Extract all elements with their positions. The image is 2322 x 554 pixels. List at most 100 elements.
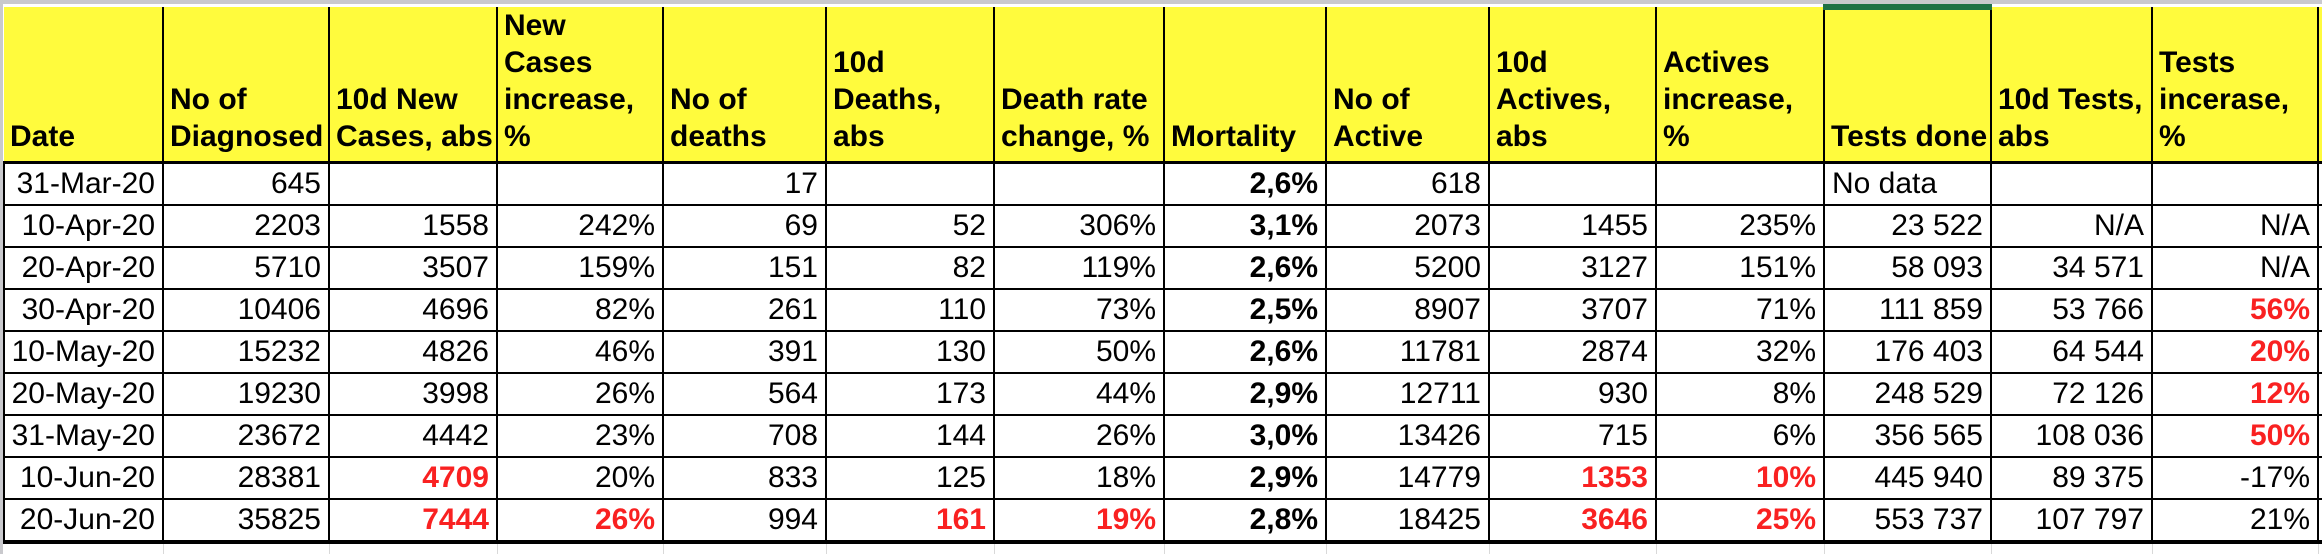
cell-no-of-deaths[interactable]: 261 <box>662 288 827 332</box>
cell-no-of-diagnosed[interactable]: 2203 <box>162 204 330 248</box>
cell-death-rate-change-pct[interactable] <box>993 161 1165 206</box>
cell-tests-incerase-pct[interactable]: 50% <box>2151 414 2319 458</box>
col-header-no-of-deaths[interactable]: No of deaths <box>662 7 827 164</box>
cell-10d-actives-abs[interactable] <box>1488 161 1657 206</box>
cell-mortality[interactable]: 2,6% <box>1163 330 1327 374</box>
cell-death-rate-change-pct[interactable]: 26% <box>993 414 1165 458</box>
cell-no-of-diagnosed[interactable]: 15232 <box>162 330 330 374</box>
cell-no-of-active[interactable]: 8907 <box>1325 288 1490 332</box>
cell-death-rate-change-pct[interactable]: 73% <box>993 288 1165 332</box>
cell-actives-increase-pct[interactable]: 151% <box>1655 246 1825 290</box>
col-header-actives-increase-pct[interactable]: Actives increase, % <box>1655 7 1825 164</box>
cell-10d-deaths-abs[interactable]: 161 <box>825 498 995 544</box>
cell-actives-increase-pct[interactable]: 8% <box>1655 372 1825 416</box>
cell-new-cases-increase-pct[interactable] <box>496 161 664 206</box>
cell-no-of-deaths[interactable]: 833 <box>662 456 827 500</box>
cell-no-of-diagnosed[interactable]: 23672 <box>162 414 330 458</box>
cell-10d-tests-abs[interactable]: 53 766 <box>1990 288 2153 332</box>
cell-10d-deaths-abs[interactable]: 173 <box>825 372 995 416</box>
cell-10d-new-cases-abs[interactable] <box>328 161 498 206</box>
cell-no-of-diagnosed[interactable]: 28381 <box>162 456 330 500</box>
col-header-10d-new-cases-abs[interactable]: 10d New Cases, abs <box>328 7 498 164</box>
cell-new-cases-increase-pct[interactable]: 26% <box>496 498 664 544</box>
cell-10d-actives-abs[interactable]: 2874 <box>1488 330 1657 374</box>
cell-mortality[interactable]: 2,9% <box>1163 456 1327 500</box>
cell-10d-actives-abs[interactable]: 1353 <box>1488 456 1657 500</box>
cell-10d-new-cases-abs[interactable]: 1558 <box>328 204 498 248</box>
cell-actives-increase-pct[interactable]: 6% <box>1655 414 1825 458</box>
cell-new-cases-increase-pct[interactable]: 26% <box>496 372 664 416</box>
cell-10d-new-cases-abs[interactable]: 7444 <box>328 498 498 544</box>
cell-date[interactable]: 31-May-20 <box>3 414 164 458</box>
cell-no-of-active[interactable]: 5200 <box>1325 246 1490 290</box>
cell-10d-new-cases-abs[interactable]: 4709 <box>328 456 498 500</box>
cell-no-of-active[interactable]: 618 <box>1325 161 1490 206</box>
col-header-mortality[interactable]: Mortality <box>1163 7 1327 164</box>
cell-no-of-deaths[interactable]: 564 <box>662 372 827 416</box>
col-header-death-rate-change-pct[interactable]: Death rate change, % <box>993 7 1165 164</box>
cell-death-rate-change-pct[interactable]: 19% <box>993 498 1165 544</box>
cell-10d-tests-abs[interactable]: 72 126 <box>1990 372 2153 416</box>
cell-date[interactable]: 10-May-20 <box>3 330 164 374</box>
col-header-date[interactable]: Date <box>4 7 164 164</box>
cell-tests-done[interactable]: 58 093 <box>1823 246 1992 290</box>
cell-mortality[interactable]: 3,0% <box>1163 414 1327 458</box>
cell-10d-new-cases-abs[interactable]: 3507 <box>328 246 498 290</box>
cell-date[interactable]: 20-Jun-20 <box>3 498 164 544</box>
cell-new-cases-increase-pct[interactable]: 23% <box>496 414 664 458</box>
cell-10d-actives-abs[interactable]: 3646 <box>1488 498 1657 544</box>
cell-tests-incerase-pct[interactable]: -17% <box>2151 456 2319 500</box>
cell-tests-incerase-pct[interactable]: N/A <box>2151 204 2319 248</box>
cell-10d-deaths-abs[interactable]: 82 <box>825 246 995 290</box>
cell-death-rate-change-pct[interactable]: 306% <box>993 204 1165 248</box>
col-header-no-of-active[interactable]: No of Active <box>1325 7 1490 164</box>
cell-death-rate-change-pct[interactable]: 50% <box>993 330 1165 374</box>
cell-date[interactable]: 20-May-20 <box>3 372 164 416</box>
cell-no-of-active[interactable]: 18425 <box>1325 498 1490 544</box>
col-header-new-cases-increase-pct[interactable]: New Cases increase, % <box>496 7 664 164</box>
cell-new-cases-increase-pct[interactable]: 20% <box>496 456 664 500</box>
col-header-10d-tests-abs[interactable]: 10d Tests, abs <box>1990 7 2153 164</box>
cell-10d-deaths-abs[interactable]: 130 <box>825 330 995 374</box>
cell-date[interactable]: 20-Apr-20 <box>3 246 164 290</box>
cell-10d-deaths-abs[interactable] <box>825 161 995 206</box>
cell-new-cases-increase-pct[interactable]: 82% <box>496 288 664 332</box>
cell-mortality[interactable]: 2,6% <box>1163 161 1327 206</box>
cell-10d-tests-abs[interactable]: 107 797 <box>1990 498 2153 544</box>
cell-date[interactable]: 10-Apr-20 <box>3 204 164 248</box>
cell-death-rate-change-pct[interactable]: 119% <box>993 246 1165 290</box>
cell-10d-actives-abs[interactable]: 3707 <box>1488 288 1657 332</box>
cell-tests-done[interactable]: 111 859 <box>1823 288 1992 332</box>
cell-no-of-diagnosed[interactable]: 19230 <box>162 372 330 416</box>
cell-no-of-diagnosed[interactable]: 10406 <box>162 288 330 332</box>
cell-10d-tests-abs[interactable]: 108 036 <box>1990 414 2153 458</box>
cell-death-rate-change-pct[interactable]: 18% <box>993 456 1165 500</box>
cell-tests-done[interactable]: 553 737 <box>1823 498 1992 544</box>
cell-actives-increase-pct[interactable]: 32% <box>1655 330 1825 374</box>
cell-actives-increase-pct[interactable]: 10% <box>1655 456 1825 500</box>
cell-no-of-deaths[interactable]: 994 <box>662 498 827 544</box>
cell-actives-increase-pct[interactable]: 25% <box>1655 498 1825 544</box>
cell-tests-done[interactable]: No data <box>1823 161 1992 206</box>
cell-tests-done[interactable]: 248 529 <box>1823 372 1992 416</box>
cell-no-of-deaths[interactable]: 69 <box>662 204 827 248</box>
cell-mortality[interactable]: 2,8% <box>1163 498 1327 544</box>
cell-10d-new-cases-abs[interactable]: 4696 <box>328 288 498 332</box>
cell-10d-tests-abs[interactable] <box>1990 161 2153 206</box>
cell-10d-deaths-abs[interactable]: 125 <box>825 456 995 500</box>
cell-10d-actives-abs[interactable]: 3127 <box>1488 246 1657 290</box>
cell-tests-done[interactable]: 445 940 <box>1823 456 1992 500</box>
cell-tests-incerase-pct[interactable] <box>2151 161 2319 206</box>
cell-no-of-active[interactable]: 2073 <box>1325 204 1490 248</box>
cell-tests-incerase-pct[interactable]: N/A <box>2151 246 2319 290</box>
cell-tests-incerase-pct[interactable]: 12% <box>2151 372 2319 416</box>
cell-no-of-deaths[interactable]: 17 <box>662 161 827 206</box>
cell-mortality[interactable]: 2,5% <box>1163 288 1327 332</box>
cell-10d-new-cases-abs[interactable]: 4442 <box>328 414 498 458</box>
cell-death-rate-change-pct[interactable]: 44% <box>993 372 1165 416</box>
cell-actives-increase-pct[interactable] <box>1655 161 1825 206</box>
cell-tests-incerase-pct[interactable]: 56% <box>2151 288 2319 332</box>
cell-actives-increase-pct[interactable]: 71% <box>1655 288 1825 332</box>
cell-10d-deaths-abs[interactable]: 110 <box>825 288 995 332</box>
cell-no-of-deaths[interactable]: 391 <box>662 330 827 374</box>
